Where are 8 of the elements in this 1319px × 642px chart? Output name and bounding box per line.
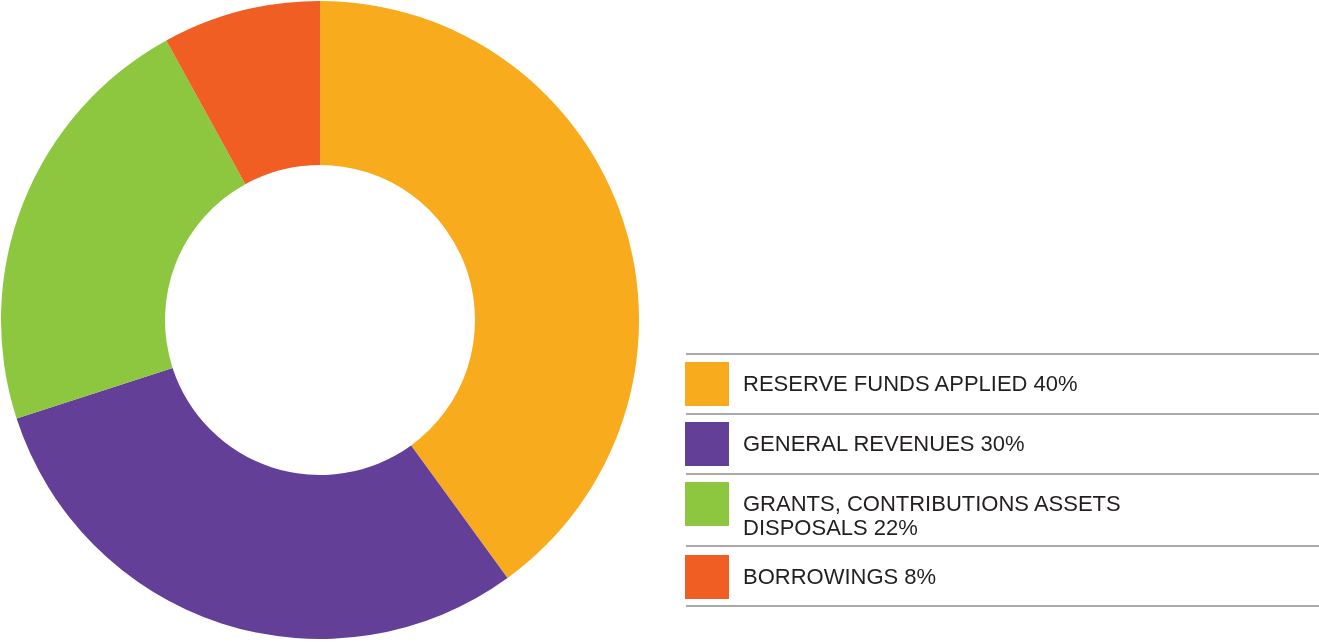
legend-label: RESERVE FUNDS APPLIED 40% <box>743 371 1078 396</box>
donut-slice <box>320 1 639 579</box>
legend-label: GENERAL REVENUES 30% <box>743 431 1025 456</box>
legend-label: GRANTS, CONTRIBUTIONS ASSETS DISPOSALS 22% <box>743 491 1121 540</box>
donut-slice <box>16 367 508 639</box>
donut-slice <box>1 40 246 419</box>
legend-label: BORROWINGS 8% <box>743 564 937 589</box>
donut-slice <box>166 1 320 185</box>
